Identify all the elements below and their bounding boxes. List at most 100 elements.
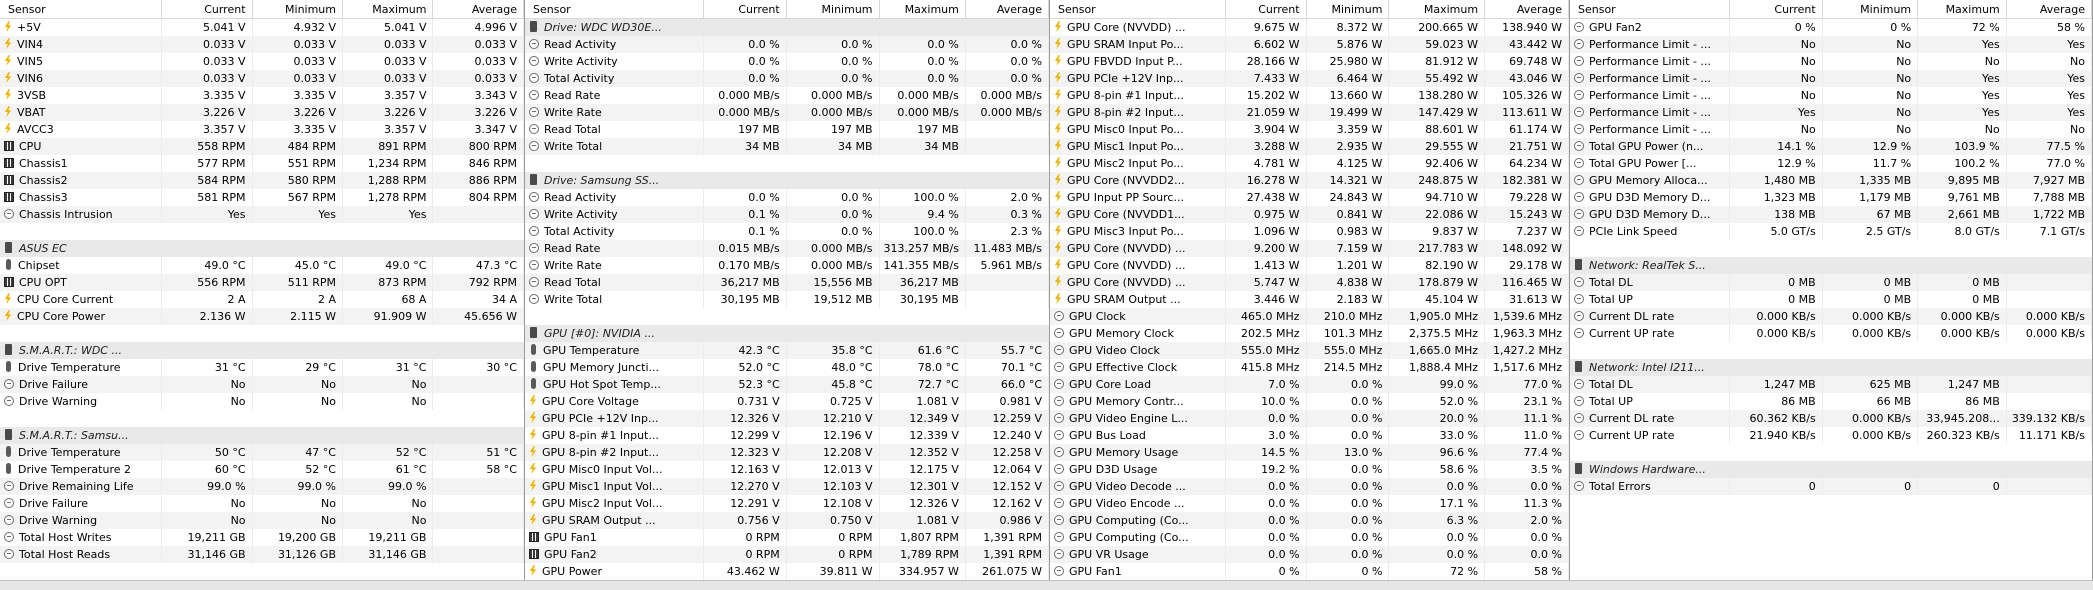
sensor-row[interactable]: Drive Failure No No No <box>0 495 524 512</box>
sensor-row[interactable]: Total GPU Power (n... 14.1 % 12.9 % 103.9 %… <box>1570 138 2092 155</box>
column-header-current[interactable]: Current <box>1225 0 1307 19</box>
sensor-row[interactable]: Write Activity 0.0 % 0.0 % 0.0 % 0.0 % <box>525 53 1049 70</box>
sensor-row[interactable]: GPU Core (NVVDD1... 0.975 W 0.841 W 22.086 … <box>1050 206 1569 223</box>
sensor-row[interactable]: CPU Core Power 2.136 W 2.115 W 91.909 W 45.6… <box>0 308 524 325</box>
sensor-row[interactable]: GPU Video Encode ... 0.0 % 0.0 % 17.1 % 11.3… <box>1050 495 1569 512</box>
sensor-row[interactable]: VIN4 0.033 V 0.033 V 0.033 V 0.033 V <box>0 36 524 53</box>
sensor-row[interactable]: GPU Memory Contr... 10.0 % 0.0 % 52.0 % 23.1… <box>1050 393 1569 410</box>
sensor-row[interactable]: Total Activity 0.0 % 0.0 % 0.0 % 0.0 % <box>525 70 1049 87</box>
sensor-row[interactable]: GPU 8-pin #1 Input... 12.299 V 12.196 V 12.… <box>525 427 1049 444</box>
sensor-row[interactable]: Performance Limit - ... No No No No <box>1570 121 2092 138</box>
sensor-row[interactable]: GPU SRAM Output ... 0.756 V 0.750 V 1.081 V… <box>525 512 1049 529</box>
column-header-current[interactable]: Current <box>1729 0 1823 19</box>
sensor-group-header[interactable]: Drive: WDC WD30E... <box>525 18 1049 36</box>
sensor-row[interactable]: AVCC3 3.357 V 3.335 V 3.357 V 3.347 V <box>0 121 524 138</box>
sensor-row[interactable]: Performance Limit - ... No No Yes Yes <box>1570 36 2092 53</box>
sensor-group-header[interactable]: Windows Hardware... <box>1570 461 2092 478</box>
sensor-row[interactable]: Total DL 0 MB 0 MB 0 MB <box>1570 274 2092 291</box>
sensor-row[interactable]: Read Total 197 MB 197 MB 197 MB <box>525 121 1049 138</box>
sensor-row[interactable]: GPU Clock 465.0 MHz 210.0 MHz 1,905.0 MHz 1,… <box>1050 308 1569 325</box>
sensor-row[interactable]: GPU Core Voltage 0.731 V 0.725 V 1.081 V 0.9… <box>525 393 1049 410</box>
sensor-row[interactable]: GPU Memory Juncti... 52.0 °C 48.0 °C 78.0 °… <box>525 359 1049 376</box>
sensor-row[interactable]: Drive Warning No No No <box>0 393 524 410</box>
sensor-row[interactable]: GPU Misc2 Input Po... 4.781 W 4.125 W 92.40… <box>1050 155 1569 172</box>
sensor-row[interactable]: CPU OPT 556 RPM 511 RPM 873 RPM 792 RPM <box>0 274 524 291</box>
column-header-minimum[interactable]: Minimum <box>1822 0 1919 19</box>
sensor-row[interactable]: Current DL rate 60.362 KB/s 0.000 KB/s 33,9… <box>1570 410 2092 427</box>
sensor-row[interactable]: GPU Video Decode ... 0.0 % 0.0 % 0.0 % 0.0 % <box>1050 478 1569 495</box>
sensor-row[interactable]: GPU Misc1 Input Po... 3.288 W 2.935 W 29.55… <box>1050 138 1569 155</box>
sensor-row[interactable]: GPU Power 43.462 W 39.811 W 334.957 W 261.07… <box>525 563 1049 580</box>
sensor-group-header[interactable]: ASUS EC <box>0 240 524 257</box>
sensor-row[interactable]: GPU Fan2 0 RPM 0 RPM 1,789 RPM 1,391 RPM <box>525 546 1049 563</box>
sensor-row[interactable]: Current DL rate 0.000 KB/s 0.000 KB/s 0.000… <box>1570 308 2092 325</box>
sensor-row[interactable]: GPU VR Usage 0.0 % 0.0 % 0.0 % 0.0 % <box>1050 546 1569 563</box>
sensor-row[interactable]: PCIe Link Speed 5.0 GT/s 2.5 GT/s 8.0 GT/s 7… <box>1570 223 2092 240</box>
sensor-row[interactable]: Total Errors 0 0 0 <box>1570 478 2092 495</box>
sensor-row[interactable]: GPU 8-pin #2 Input... 12.323 V 12.208 V 12.… <box>525 444 1049 461</box>
sensor-row[interactable]: GPU 8-pin #1 Input... 15.202 W 13.660 W 138… <box>1050 87 1569 104</box>
sensor-row[interactable]: GPU Misc3 Input Po... 1.096 W 0.983 W 9.837… <box>1050 223 1569 240</box>
sensor-row[interactable]: Chipset 49.0 °C 45.0 °C 49.0 °C 47.3 °C <box>0 257 524 274</box>
sensor-row[interactable]: GPU PCIe +12V Inp... 12.326 V 12.210 V 12.3… <box>525 410 1049 427</box>
sensor-row[interactable]: Performance Limit - ... No No Yes Yes <box>1570 87 2092 104</box>
sensor-row[interactable]: Current UP rate 21.940 KB/s 0.000 KB/s 260.… <box>1570 427 2092 444</box>
sensor-row[interactable]: GPU Core Load 7.0 % 0.0 % 99.0 % 77.0 % <box>1050 376 1569 393</box>
sensor-row[interactable]: Performance Limit - ... Yes No Yes Yes <box>1570 104 2092 121</box>
sensor-row[interactable]: GPU Core (NVVDD) ... 5.747 W 4.838 W 178.87… <box>1050 274 1569 291</box>
sensor-row[interactable]: GPU Misc1 Input Vol... 12.270 V 12.103 V 12… <box>525 478 1049 495</box>
sensor-row[interactable]: Write Rate 0.170 MB/s 0.000 MB/s 141.355 MB… <box>525 257 1049 274</box>
sensor-group-header[interactable]: Network: RealTek S... <box>1570 257 2092 274</box>
column-header-sensor[interactable]: Sensor <box>1050 0 1226 19</box>
sensor-row[interactable]: Write Total 30,195 MB 19,512 MB 30,195 MB <box>525 291 1049 308</box>
column-header-average[interactable]: Average <box>2006 0 2092 19</box>
sensor-row[interactable]: GPU PCIe +12V Inp... 7.433 W 6.464 W 55.492… <box>1050 70 1569 87</box>
sensor-group-header[interactable]: S.M.A.R.T.: Samsu... <box>0 427 524 444</box>
sensor-row[interactable]: Total Host Writes 19,211 GB 19,200 GB 19,21… <box>0 529 524 546</box>
sensor-row[interactable]: Drive Warning No No No <box>0 512 524 529</box>
sensor-row[interactable]: GPU Effective Clock 415.8 MHz 214.5 MHz 1,8… <box>1050 359 1569 376</box>
sensor-row[interactable]: GPU Misc0 Input Po... 3.904 W 3.359 W 88.60… <box>1050 121 1569 138</box>
column-header-minimum[interactable]: Minimum <box>786 0 880 19</box>
sensor-group-header[interactable]: S.M.A.R.T.: WDC ... <box>0 342 524 359</box>
sensor-row[interactable]: Total Activity 0.1 % 0.0 % 100.0 % 2.3 % <box>525 223 1049 240</box>
sensor-row[interactable]: Read Activity 0.0 % 0.0 % 0.0 % 0.0 % <box>525 36 1049 53</box>
sensor-row[interactable]: GPU SRAM Input Po... 6.602 W 5.876 W 59.023… <box>1050 36 1569 53</box>
sensor-row[interactable]: Total UP 86 MB 66 MB 86 MB <box>1570 393 2092 410</box>
column-header-sensor[interactable]: Sensor <box>525 0 704 19</box>
sensor-row[interactable]: Read Activity 0.0 % 0.0 % 100.0 % 2.0 % <box>525 189 1049 206</box>
sensor-row[interactable]: CPU 558 RPM 484 RPM 891 RPM 800 RPM <box>0 138 524 155</box>
sensor-row[interactable]: Total Host Reads 31,146 GB 31,126 GB 31,146… <box>0 546 524 563</box>
sensor-row[interactable]: GPU D3D Memory D... 1,323 MB 1,179 MB 9,761… <box>1570 189 2092 206</box>
sensor-row[interactable]: Write Activity 0.1 % 0.0 % 9.4 % 0.3 % <box>525 206 1049 223</box>
sensor-row[interactable]: GPU Memory Usage 14.5 % 13.0 % 96.6 % 77.4 % <box>1050 444 1569 461</box>
sensor-group-header[interactable]: Drive: Samsung SS... <box>525 172 1049 189</box>
column-header-sensor[interactable]: Sensor <box>1570 0 1730 19</box>
sensor-row[interactable]: GPU Misc2 Input Vol... 12.291 V 12.108 V 12… <box>525 495 1049 512</box>
sensor-row[interactable]: +5V 5.041 V 4.932 V 5.041 V 4.996 V <box>0 18 524 36</box>
sensor-row[interactable]: Total UP 0 MB 0 MB 0 MB <box>1570 291 2092 308</box>
sensor-row[interactable]: GPU Core (NVVDD) ... 1.413 W 1.201 W 82.190… <box>1050 257 1569 274</box>
sensor-row[interactable]: Read Rate 0.015 MB/s 0.000 MB/s 313.257 MB/… <box>525 240 1049 257</box>
sensor-row[interactable]: GPU Core (NVVDD2... 16.278 W 14.321 W 248.8… <box>1050 172 1569 189</box>
sensor-row[interactable]: Drive Temperature 31 °C 29 °C 31 °C 30 °C <box>0 359 524 376</box>
sensor-row[interactable]: Performance Limit - ... No No Yes Yes <box>1570 70 2092 87</box>
sensor-row[interactable]: GPU Bus Load 3.0 % 0.0 % 33.0 % 11.0 % <box>1050 427 1569 444</box>
sensor-row[interactable]: GPU D3D Memory D... 138 MB 67 MB 2,661 MB 1,… <box>1570 206 2092 223</box>
sensor-row[interactable]: VIN5 0.033 V 0.033 V 0.033 V 0.033 V <box>0 53 524 70</box>
sensor-row[interactable]: Drive Remaining Life 99.0 % 99.0 % 99.0 % <box>0 478 524 495</box>
column-header-maximum[interactable]: Maximum <box>342 0 434 19</box>
sensor-row[interactable]: 3VSB 3.335 V 3.335 V 3.357 V 3.343 V <box>0 87 524 104</box>
column-header-current[interactable]: Current <box>161 0 253 19</box>
sensor-row[interactable]: VBAT 3.226 V 3.226 V 3.226 V 3.226 V <box>0 104 524 121</box>
sensor-row[interactable]: Current UP rate 0.000 KB/s 0.000 KB/s 0.000… <box>1570 325 2092 342</box>
sensor-row[interactable]: Total GPU Power [... 12.9 % 11.7 % 100.2 % 7… <box>1570 155 2092 172</box>
sensor-row[interactable]: Chassis1 577 RPM 551 RPM 1,234 RPM 846 RPM <box>0 155 524 172</box>
sensor-row[interactable]: GPU Hot Spot Temp... 52.3 °C 45.8 °C 72.7 °… <box>525 376 1049 393</box>
sensor-row[interactable]: GPU Fan1 0 RPM 0 RPM 1,807 RPM 1,391 RPM <box>525 529 1049 546</box>
sensor-row[interactable]: GPU FBVDD Input P... 28.166 W 25.980 W 81.9… <box>1050 53 1569 70</box>
column-header-maximum[interactable]: Maximum <box>879 0 966 19</box>
column-header-maximum[interactable]: Maximum <box>1917 0 2007 19</box>
sensor-row[interactable]: GPU Core (NVVDD) ... 9.675 W 8.372 W 200.66… <box>1050 18 1569 36</box>
